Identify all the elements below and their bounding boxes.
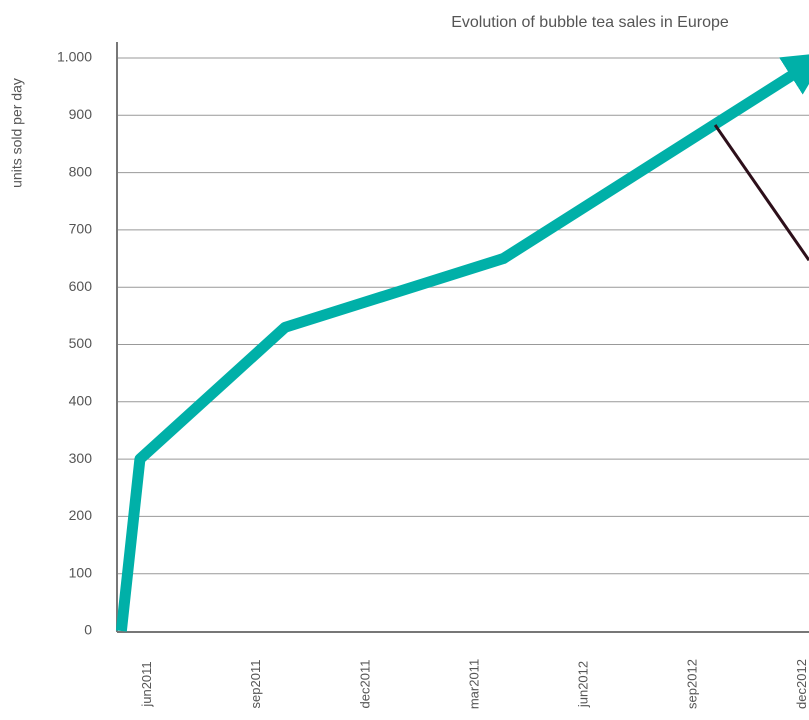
data-line (115, 52, 809, 632)
x-tick-label: jun2012 (576, 661, 591, 708)
x-tick-label: sep2011 (248, 660, 263, 709)
y-axis-label: units sold per day (9, 78, 25, 188)
x-tick-label: dec2011 (357, 660, 372, 709)
y-tick-label: 800 (69, 163, 93, 179)
y-tick-label: 0 (84, 622, 92, 638)
x-tick-label: mar2011 (466, 659, 481, 709)
x-tick-label: sep2012 (685, 659, 700, 709)
y-tick-label: 400 (69, 393, 93, 409)
chart-title: Evolution of bubble tea sales in Europe (451, 14, 729, 31)
y-tick-label: 600 (69, 278, 93, 294)
y-tick-label: 100 (69, 564, 93, 580)
y-tick-label: 700 (69, 221, 93, 237)
y-tick-label: 1.000 (57, 49, 92, 65)
x-tick-label: dec2012 (794, 659, 809, 709)
y-tick-label: 500 (69, 335, 93, 351)
y-tick-label: 200 (69, 507, 93, 523)
y-tick-label: 300 (69, 450, 93, 466)
data-line (713, 124, 809, 262)
x-tick-label: jun2011 (139, 661, 154, 707)
y-tick-label: 900 (69, 106, 93, 122)
